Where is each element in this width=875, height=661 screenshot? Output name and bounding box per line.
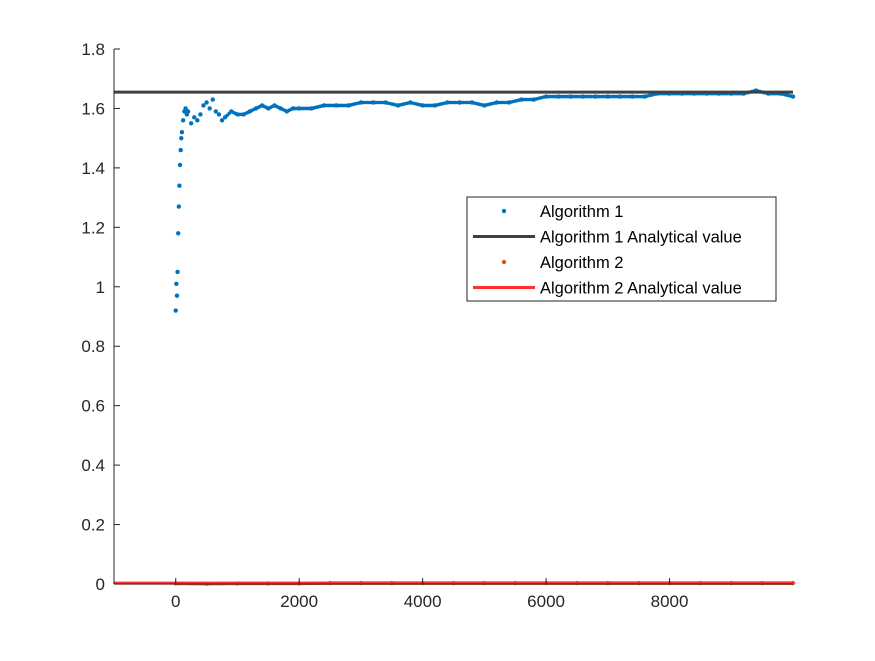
data-point [216,112,222,117]
data-point [219,118,225,123]
data-point [207,106,212,111]
y-tick-label: 1.6 [81,99,105,118]
y-tick-label: 0.4 [81,456,105,475]
data-point [180,118,186,123]
marks-layer [114,88,796,586]
legend: Algorithm 1 Algorithm 1 Analytical value A… [466,196,777,302]
data-point [204,100,209,105]
y-tick-label: 1.8 [81,40,105,59]
legend-item: Algorithm 2 [501,254,623,272]
y-tick-label: 0.8 [81,337,105,356]
data-point [185,109,191,114]
data-point [183,106,188,111]
data-point [179,135,184,141]
y-tick-label: 1.2 [81,218,105,237]
axes-layer: 0 2000 4000 6000 8000 0 0.2 0.4 0.6 0.8 1 1.2 1.4 1.6… [81,40,793,611]
x-tick-label: 0 [171,592,180,611]
data-point [175,231,181,236]
legend-label: Algorithm 2 [540,254,623,272]
data-point [174,281,179,287]
legend-label: Algorithm 1 [540,203,623,221]
legend-swatch-point [501,259,507,265]
legend-item: Algorithm 1 [501,203,623,221]
legend-box [466,196,777,302]
legend-item: Algorithm 2 Analytical value [473,280,742,298]
data-point [177,162,183,168]
legend-swatch-point [501,208,507,214]
legend-label: Algorithm 1 Analytical value [540,229,742,247]
data-point [173,308,178,313]
legend-label: Algorithm 2 Analytical value [540,280,742,298]
data-point [178,147,183,153]
data-point [192,115,197,120]
x-tick-label: 6000 [527,592,565,611]
data-point [201,103,206,108]
y-tick-label: 0.2 [81,516,105,535]
data-point [198,112,203,117]
y-tick-label: 1 [96,278,105,297]
x-tick-label: 2000 [280,592,318,611]
data-point [790,94,796,99]
y-tick-label: 0 [96,575,105,594]
data-point [174,293,180,298]
plot-area [114,49,793,584]
data-point [179,130,185,135]
data-point [175,269,180,275]
x-tick-label: 8000 [651,592,689,611]
y-tick-label: 0.6 [81,397,105,416]
y-tick-label: 1.4 [81,159,105,178]
data-point [213,109,219,114]
legend-item: Algorithm 1 Analytical value [473,229,742,247]
data-point [188,121,194,126]
data-point [177,183,182,188]
data-point [195,118,200,123]
x-tick-label: 4000 [404,592,442,611]
data-point [210,97,215,102]
data-point [176,204,182,209]
